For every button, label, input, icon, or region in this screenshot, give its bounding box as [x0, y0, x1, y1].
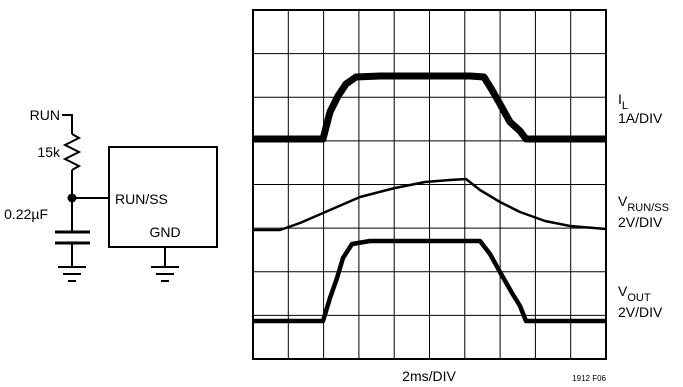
trace-vout	[253, 238, 606, 324]
pin-runss-label: RUN/SS	[115, 191, 168, 207]
trace-il	[253, 72, 606, 143]
run-label: RUN	[30, 107, 60, 123]
trace-vrunss	[253, 177, 607, 232]
schematic	[55, 114, 218, 282]
channel-vout-name: VOUT	[618, 283, 651, 304]
capacitor-label: 0.22µF	[4, 206, 48, 222]
channel-vout-scale: 2V/DIV	[618, 304, 663, 320]
channel-vrunss-name: VRUN/SS	[618, 193, 669, 214]
ic-box	[108, 146, 218, 248]
scope-grid	[252, 9, 607, 360]
time-scale-label: 2ms/DIV	[402, 368, 456, 384]
channel-il-scale: 1A/DIV	[618, 110, 663, 126]
channel-il-name: IL	[618, 91, 628, 112]
resistor-symbol	[62, 133, 82, 171]
channel-vrunss-scale: 2V/DIV	[618, 214, 663, 230]
figure-code: 1912 F06	[572, 374, 606, 383]
resistor-label: 15k	[37, 144, 61, 160]
pin-gnd-label: GND	[149, 224, 180, 240]
traces	[253, 72, 607, 324]
junction-dot	[67, 193, 77, 203]
